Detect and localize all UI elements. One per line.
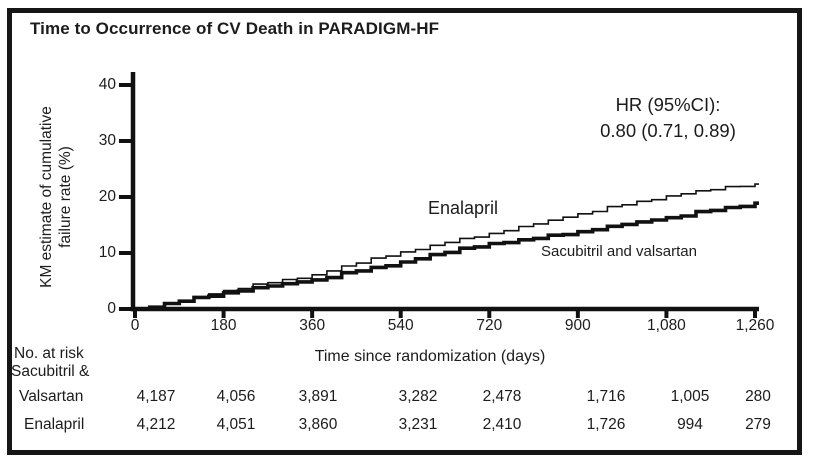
x-tick-label: 900	[564, 317, 591, 334]
risk-count: 3,891	[298, 388, 338, 405]
curve-label-enalapril: Enalapril	[428, 198, 499, 218]
figure-border-frame	[7, 8, 802, 455]
risk-count: 4,212	[136, 416, 176, 433]
hazard-ratio-annotation: HR (95%CI): 0.80 (0.71, 0.89)	[538, 92, 798, 144]
hazard-ratio-annotation-line2: 0.80 (0.71, 0.89)	[600, 120, 736, 141]
x-tick-label: 1,080	[647, 317, 686, 334]
risk-count: 2,410	[482, 416, 522, 433]
risk-count: 279	[745, 416, 771, 433]
risk-count: 3,860	[298, 416, 338, 433]
risk-count: 1,005	[670, 388, 710, 405]
x-tick-label: 180	[210, 317, 237, 334]
risk-row-sacubitril-label-line2: Valsartan	[19, 388, 84, 405]
y-tick-label: 0	[107, 300, 116, 317]
risk-table-header: No. at risk	[14, 345, 84, 362]
hazard-ratio-annotation-line1: HR (95%CI):	[615, 94, 721, 115]
curve-label-sacubitril-valsartan: Sacubitril and valsartan	[541, 243, 697, 260]
risk-count: 1,726	[586, 416, 626, 433]
y-tick-label: 40	[98, 76, 116, 93]
km-curve-enalapril	[135, 183, 759, 310]
x-tick-label: 720	[476, 317, 503, 334]
risk-count: 1,716	[586, 388, 626, 405]
risk-count: 280	[745, 388, 771, 405]
risk-count: 4,051	[216, 416, 256, 433]
risk-row-sacubitril-label-line1: Sacubitril &	[11, 363, 90, 380]
x-tick-label: 0	[130, 317, 140, 334]
risk-row-enalapril-label: Enalapril	[24, 416, 85, 433]
y-tick-label: 30	[98, 132, 116, 149]
x-tick-label: 1,260	[735, 317, 775, 334]
risk-count: 3,231	[398, 416, 438, 433]
risk-count: 4,056	[216, 388, 256, 405]
km-curve-sacubitril-valsartan	[135, 201, 759, 311]
risk-count: 2,478	[482, 388, 522, 405]
risk-count: 994	[677, 416, 703, 433]
risk-count: 3,282	[398, 388, 438, 405]
chart-title: Time to Occurrence of CV Death in PARADI…	[30, 19, 440, 38]
risk-count: 4,187	[136, 388, 176, 405]
x-tick-label: 540	[387, 317, 414, 334]
y-tick-label: 10	[98, 244, 116, 261]
x-tick-label: 360	[299, 317, 326, 334]
y-tick-label: 20	[98, 188, 116, 205]
x-axis-label: Time since randomization (days)	[314, 348, 546, 365]
